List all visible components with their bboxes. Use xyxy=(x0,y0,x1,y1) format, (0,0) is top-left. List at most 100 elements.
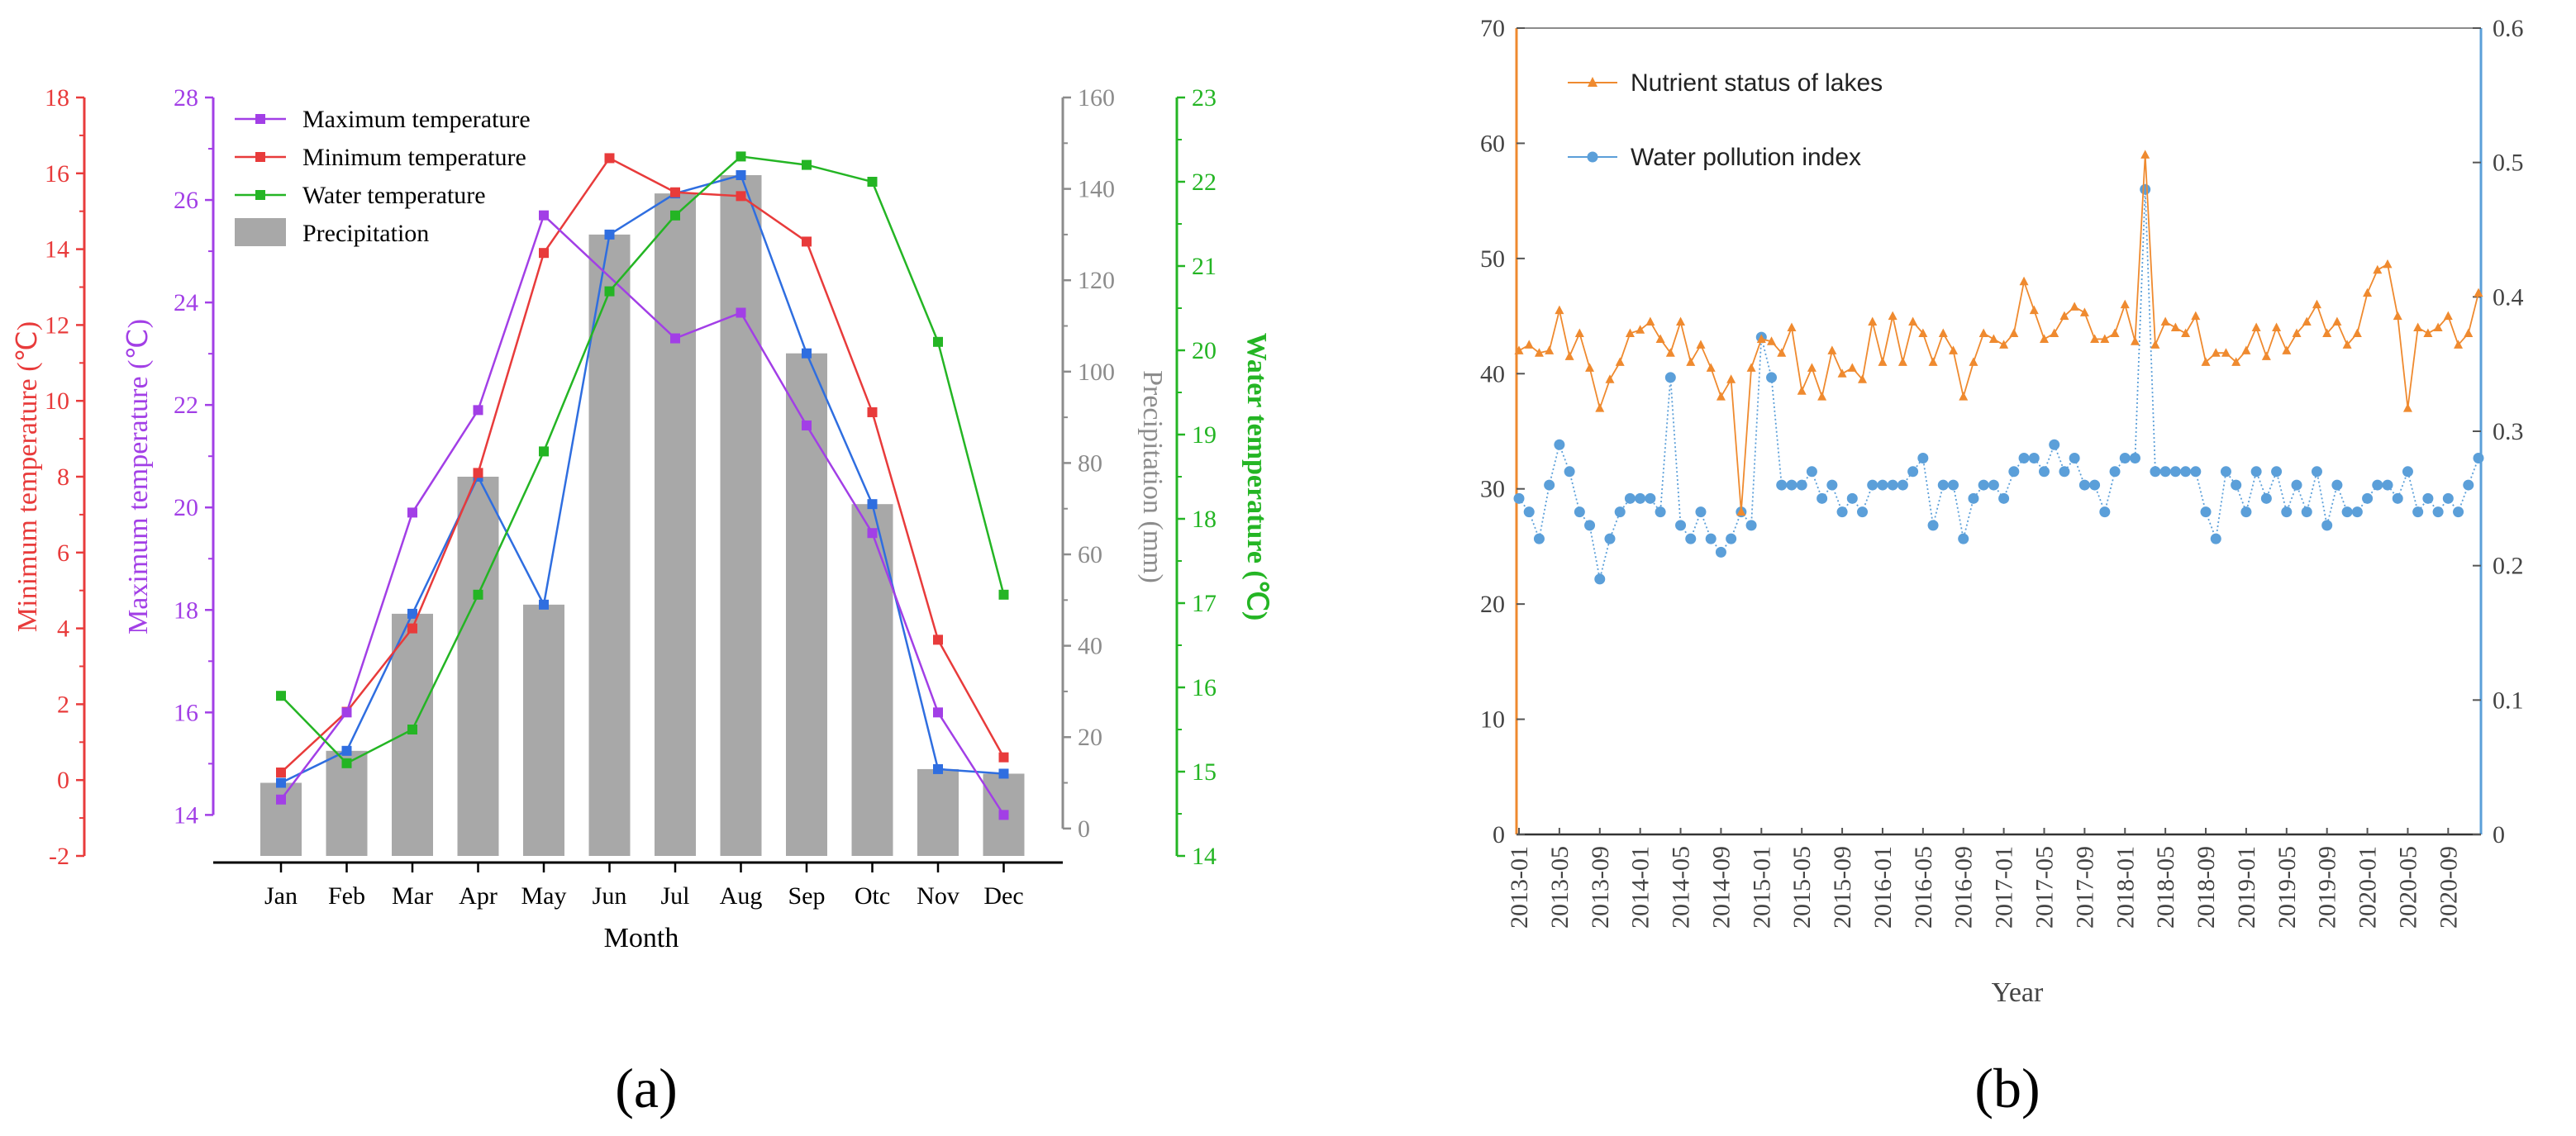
pollution-point xyxy=(1715,546,1726,558)
legend-label: Precipitation xyxy=(302,220,429,247)
nutrient-point xyxy=(1878,357,1888,366)
legend-label: Minimum temperature xyxy=(302,144,526,171)
nutrient-point xyxy=(2140,150,2150,159)
max-temp-point xyxy=(933,707,943,718)
left-tick-label: 30 xyxy=(1480,476,1505,503)
water-axis-tick-label: 20 xyxy=(1192,337,1217,364)
x-tick-label: 2018-09 xyxy=(2193,846,2220,929)
water-axis-tick-label: 19 xyxy=(1192,421,1217,449)
x-tick-label: Mar xyxy=(392,882,433,910)
min-temp-point xyxy=(276,768,286,778)
min-temp-point xyxy=(867,406,878,417)
min-temp-point xyxy=(539,248,549,259)
nutrient-point xyxy=(1999,340,2009,349)
min-axis-tick-label: 18 xyxy=(45,84,69,112)
max-temp-point xyxy=(670,333,680,344)
nutrient-point xyxy=(1767,336,1777,345)
precip-axis-tick-label: 160 xyxy=(1078,84,1115,112)
nutrient-point xyxy=(2292,328,2302,337)
nutrient-point xyxy=(2272,322,2282,332)
pollution-point xyxy=(2220,466,2231,478)
nutrient-point xyxy=(1545,345,1555,354)
x-tick-label: 2017-05 xyxy=(2031,846,2058,929)
min-temp-point xyxy=(802,236,812,247)
nutrient-point xyxy=(1534,348,1544,357)
pollution-point xyxy=(1554,439,1565,450)
pollution-point xyxy=(1745,520,1757,531)
min-temp-line xyxy=(280,156,1005,773)
water-temp-point xyxy=(473,589,483,600)
nutrient-point xyxy=(1777,348,1787,357)
nutrient-point xyxy=(1847,363,1857,372)
blue-series-point xyxy=(407,608,417,619)
min-axis-tick-label: 16 xyxy=(45,160,69,188)
nutrient-point xyxy=(2433,322,2443,332)
nutrient-point xyxy=(1908,316,1918,326)
pollution-point xyxy=(2260,492,2272,504)
pollution-point xyxy=(1857,506,1869,518)
chart-b: 0 10 20 30 40 50 60 70 0 0.1 0.2 0.3 0.4 0.5 0.6 2013-0… xyxy=(1480,15,2524,1119)
pollution-point xyxy=(2301,506,2312,518)
precip-axis-tick-label: 100 xyxy=(1078,359,1115,386)
nutrient-point xyxy=(2039,334,2049,343)
nutrient-point xyxy=(2251,322,2261,332)
nutrient-point xyxy=(2019,276,2029,286)
left-tick-label: 20 xyxy=(1480,591,1505,618)
nutrient-point xyxy=(1625,328,1635,337)
min-temp-point xyxy=(736,191,746,202)
precip-bar xyxy=(326,750,368,856)
pollution-point xyxy=(2140,183,2151,195)
x-tick-label: 2014-09 xyxy=(1707,846,1735,929)
x-tick-label: Jul xyxy=(660,882,689,910)
nutrient-point xyxy=(2413,322,2423,332)
pollution-point xyxy=(2442,492,2454,504)
x-tick-label: Jun xyxy=(593,882,627,910)
legend-label: Water pollution index xyxy=(1631,144,1861,171)
water-axis-tick-label: 16 xyxy=(1192,674,1217,701)
blue-series-point xyxy=(276,777,286,788)
nutrient-point xyxy=(2231,357,2241,366)
pollution-point xyxy=(2463,479,2474,491)
pollution-point xyxy=(2059,466,2070,478)
water-temp-point xyxy=(604,286,615,297)
left-tick-label: 50 xyxy=(1480,245,1505,273)
pollution-point xyxy=(1664,372,1676,383)
water-temp-point xyxy=(736,151,746,162)
pollution-point xyxy=(1887,479,1898,491)
pollution-point xyxy=(1897,479,1908,491)
nutrient-point xyxy=(2100,334,2110,343)
nutrient-point xyxy=(1605,374,1615,383)
x-tick-label: 2013-01 xyxy=(1506,846,1533,929)
nutrient-point xyxy=(2079,307,2089,316)
pollution-point xyxy=(2049,439,2060,450)
blue-series-point xyxy=(539,599,549,610)
pollution-point xyxy=(2432,506,2444,518)
nutrient-point xyxy=(1959,392,1969,401)
x-tick-label: 2019-09 xyxy=(2314,846,2341,929)
pollution-point xyxy=(2028,453,2040,464)
precip-bar xyxy=(260,782,302,856)
pollution-point xyxy=(1806,466,1817,478)
pollution-point xyxy=(2210,533,2221,544)
max-temp-point xyxy=(998,810,1009,820)
pollution-point xyxy=(2473,453,2484,464)
pollution-point xyxy=(2271,466,2283,478)
precip-axis-tick-label: 40 xyxy=(1078,633,1102,660)
nutrient-point xyxy=(1868,316,1878,326)
pollution-point xyxy=(2291,479,2302,491)
pollution-point xyxy=(2331,479,2343,491)
x-tick-label: 2014-01 xyxy=(1627,846,1655,929)
blue-series-line xyxy=(280,173,1004,784)
precip-axis-tick-label: 60 xyxy=(1078,541,1102,568)
precip-bar xyxy=(457,477,499,856)
pollution-point xyxy=(2402,466,2413,478)
x-tick-label: Nov xyxy=(917,882,959,910)
nutrient-point xyxy=(1595,403,1605,412)
chart-a: -202468101214161814161820222426280204060… xyxy=(12,84,1272,1119)
nutrient-point xyxy=(1827,345,1837,354)
pollution-point xyxy=(2119,453,2131,464)
min-axis-tick-label: 14 xyxy=(45,236,69,264)
pollution-point xyxy=(2382,479,2393,491)
nutrient-point xyxy=(2029,305,2039,315)
pollution-point xyxy=(2150,466,2161,478)
